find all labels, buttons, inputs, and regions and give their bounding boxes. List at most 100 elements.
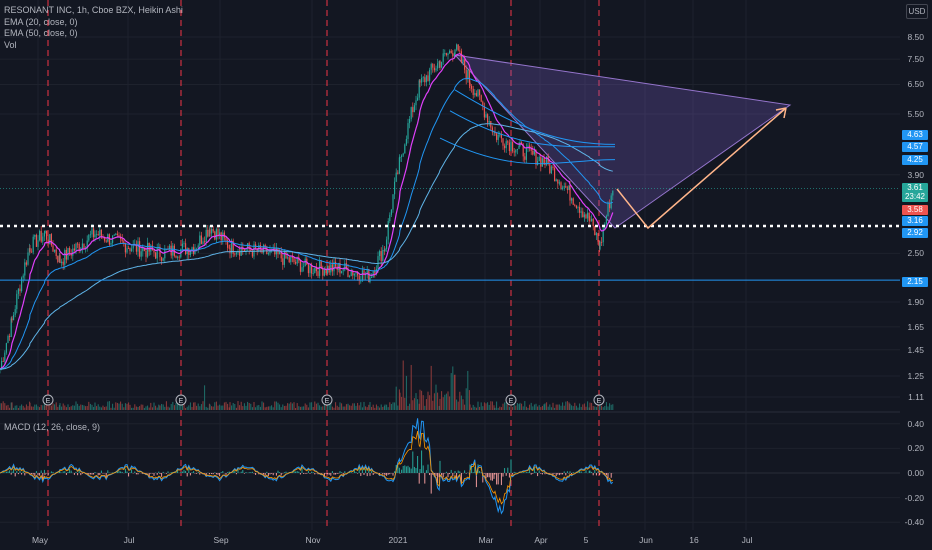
ema20-legend[interactable]: EMA (20, close, 0) [4, 16, 78, 27]
volume-bar [222, 405, 224, 410]
volume-bar [293, 402, 295, 410]
volume-bar [47, 405, 49, 410]
volume-bar [245, 405, 247, 410]
macd-histogram-bar [97, 473, 99, 476]
volume-bar [304, 403, 306, 410]
price-candle [118, 234, 120, 237]
price-candle [267, 253, 269, 255]
price-candle [454, 49, 456, 55]
volume-bar [315, 403, 317, 410]
symbol-title[interactable]: RESONANT INC, 1h, Cboe BZX, Heikin Ashi [4, 5, 183, 15]
volume-bar [314, 401, 316, 410]
ema-level-line [454, 89, 616, 145]
volume-bar [259, 406, 261, 410]
volume-bar [574, 402, 576, 410]
volume-legend[interactable]: Vol [4, 39, 17, 50]
price-candle [319, 260, 321, 276]
price-candle [323, 269, 325, 276]
price-candle [219, 232, 221, 236]
volume-bar [121, 403, 123, 410]
volume-bar [61, 406, 63, 410]
volume-bar [485, 403, 487, 410]
price-candle [502, 138, 504, 146]
volume-bar [235, 407, 237, 410]
macd-histogram-bar [336, 473, 338, 474]
currency-button[interactable]: USD [906, 4, 928, 19]
macd-tick-label: -0.40 [904, 517, 924, 528]
macd-histogram-bar [540, 473, 542, 474]
price-candle [105, 240, 107, 242]
volume-bar [394, 402, 396, 410]
macd-histogram-bar [502, 473, 504, 477]
macd-histogram-bar [240, 471, 242, 473]
macd-histogram-bar [65, 473, 67, 475]
macd-histogram-bar [487, 473, 489, 478]
volume-bar [424, 405, 426, 410]
macd-histogram-bar [505, 473, 507, 476]
volume-bar [441, 391, 443, 410]
macd-histogram-bar [350, 472, 352, 473]
volume-bar [500, 407, 502, 410]
macd-histogram-bar [430, 473, 432, 494]
price-candle [21, 277, 23, 292]
volume-bar [383, 405, 385, 410]
price-candle [421, 77, 423, 83]
macd-histogram-bar [312, 472, 314, 473]
macd-histogram-bar [52, 471, 54, 473]
price-tick-label: 1.45 [907, 344, 924, 355]
volume-bar [410, 364, 412, 410]
volume-bar [5, 405, 7, 410]
macd-histogram-bar [304, 473, 306, 474]
volume-bar [597, 403, 599, 410]
volume-bar [327, 401, 329, 410]
macd-histogram-bar [500, 473, 502, 486]
price-candle [599, 242, 601, 250]
macd-histogram-bar [456, 473, 458, 479]
price-candle [200, 235, 202, 244]
macd-histogram-bar [93, 473, 95, 475]
price-candle [129, 248, 131, 252]
price-candle [547, 156, 549, 164]
price-candle [1, 360, 3, 370]
volume-bar [402, 360, 404, 410]
volume-bar [49, 403, 51, 410]
price-candle [467, 70, 469, 80]
volume-bar [204, 385, 206, 410]
macd-histogram-bar [369, 473, 371, 476]
price-candle [565, 185, 567, 188]
macd-histogram-bar [404, 465, 406, 473]
price-candle [282, 258, 284, 265]
price-candle [239, 250, 241, 256]
macd-histogram-bar [392, 473, 394, 476]
volume-bar [605, 402, 607, 410]
volume-bar [169, 407, 171, 410]
macd-histogram-bar [251, 471, 253, 473]
macd-histogram-bar [280, 473, 282, 476]
macd-histogram-bar [537, 473, 539, 477]
price-candle [510, 142, 512, 152]
ema50-legend[interactable]: EMA (50, close, 0) [4, 28, 78, 38]
macd-histogram-bar [594, 469, 596, 473]
macd-histogram-bar [99, 473, 101, 476]
volume-bar [475, 407, 477, 410]
price-candle [215, 229, 217, 240]
price-candle [575, 205, 577, 208]
price-candle [315, 267, 317, 272]
price-badge: 3.58 [902, 205, 928, 215]
price-candle [475, 93, 477, 97]
macd-histogram-bar [386, 473, 388, 476]
price-candle [11, 318, 13, 321]
macd-histogram-bar [228, 471, 230, 473]
macd-histogram-bar [62, 471, 64, 473]
projection-path [616, 107, 787, 230]
macd-signal-line [0, 431, 614, 505]
volume-bar [482, 406, 484, 410]
price-candle [464, 59, 466, 70]
price-candle [307, 264, 309, 274]
macd-histogram-bar [42, 473, 44, 479]
macd-legend[interactable]: MACD (12, 26, close, 9) [4, 422, 101, 432]
volume-bar [290, 402, 292, 410]
price-candle [512, 142, 514, 152]
macd-histogram-bar [158, 471, 160, 473]
